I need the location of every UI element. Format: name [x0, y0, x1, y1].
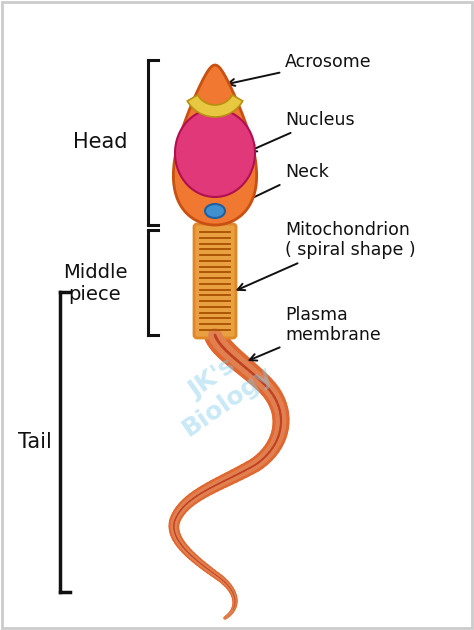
- Text: Middle
piece: Middle piece: [63, 263, 127, 304]
- Polygon shape: [173, 65, 256, 225]
- Text: Acrosome: Acrosome: [228, 53, 372, 86]
- Text: Tail: Tail: [18, 432, 52, 452]
- Text: Neck: Neck: [229, 163, 329, 209]
- Text: JK's
Biology: JK's Biology: [162, 339, 278, 441]
- Polygon shape: [187, 95, 243, 117]
- Text: Head: Head: [73, 132, 127, 152]
- Ellipse shape: [175, 109, 255, 197]
- Ellipse shape: [205, 204, 225, 218]
- FancyBboxPatch shape: [194, 224, 236, 338]
- Text: Nucleus: Nucleus: [249, 111, 355, 151]
- Text: Plasma
membrane: Plasma membrane: [250, 306, 381, 360]
- Text: Mitochondrion
( spiral shape ): Mitochondrion ( spiral shape ): [237, 220, 416, 290]
